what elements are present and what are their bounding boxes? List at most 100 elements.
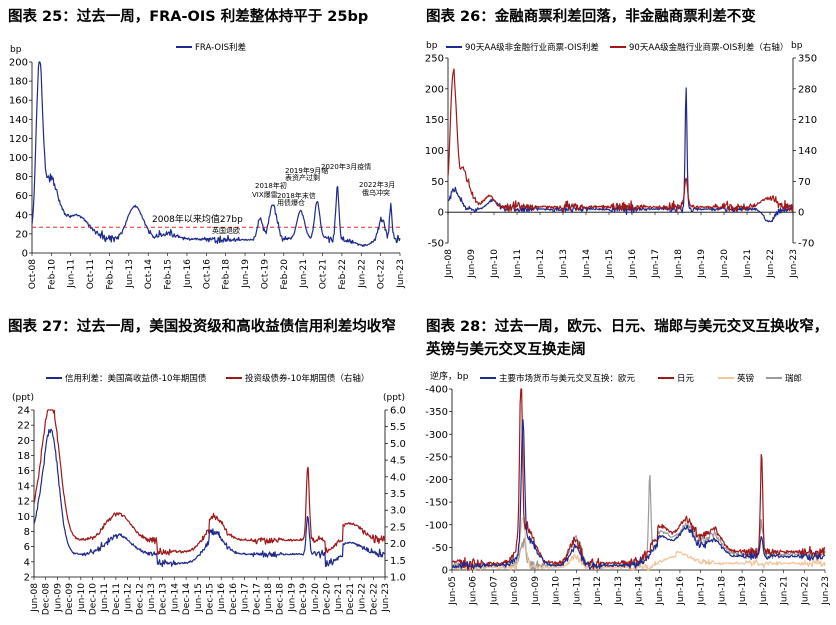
x-tick-label: Jun-10	[77, 583, 87, 613]
x-tick-label: Jun-16	[183, 259, 193, 289]
x-tick-label: Jun-21	[299, 259, 309, 289]
y-tick-label-right: 0	[798, 208, 804, 219]
series-line	[451, 388, 826, 572]
annotation-text: 2018年初	[255, 181, 287, 190]
x-tick-label: Jun-18	[264, 583, 274, 613]
y-tick-label-right: 1.0	[390, 573, 406, 584]
y-tick-label: 100	[9, 153, 28, 164]
x-tick-label: Dec-10	[89, 583, 99, 615]
y-tick-label: 80	[15, 172, 28, 183]
legend-label: 90天AA级金融行业商票-OIS利差（右轴）	[629, 42, 788, 53]
chart-panel-25: 图表 25：过去一周，FRA-OIS 利差整体持平于 25bp 0 20 40 60 8…	[0, 0, 418, 310]
annotation-text: 用债爆仓	[277, 198, 305, 207]
x-tick-label: Jun-11	[67, 259, 77, 289]
y-tick-label: 40	[15, 210, 28, 221]
y-tick-label-right: 3.0	[390, 506, 406, 517]
legend-label: 主要市场货币与美元交叉互换：欧元	[499, 373, 636, 384]
y-tick-label: 100	[425, 146, 444, 157]
y-tick-label-right: 5.5	[390, 422, 406, 433]
legend-label: 信用利差：美国高收益债-10年期国债	[65, 373, 207, 384]
x-tick-label: Jun-09	[531, 576, 541, 606]
chart-title: 图表 26：金融商票利差回落，非金融商票利差不变	[426, 9, 756, 25]
x-tick-label: Feb-20	[280, 259, 290, 290]
x-tick-label: Feb-15	[164, 259, 174, 290]
x-tick-label: Jun-13	[125, 259, 135, 289]
y-tick-label-right: 1.5	[390, 556, 406, 567]
series-line	[33, 409, 386, 556]
chart-27: 24681012141618202224(ppt)1.01.52.02.53.0…	[12, 373, 406, 615]
y-tick-label-right: 350	[798, 54, 817, 65]
y-tick-label: 200	[9, 58, 28, 69]
x-tick-label: Feb-12	[105, 259, 115, 290]
x-tick-label: Jun-11	[100, 583, 110, 613]
x-tick-label: Dec-12	[135, 583, 145, 615]
y-tick-label: 4	[24, 557, 30, 568]
y-tick-label: 0	[22, 249, 28, 260]
x-tick-label: Dec-22	[369, 583, 379, 615]
x-tick-label: Feb-22	[338, 259, 348, 290]
y-tick-label: -50	[432, 543, 448, 554]
x-tick-label: Jun-22	[357, 259, 367, 289]
y-tick-label: 8	[24, 527, 30, 538]
y-tick-label: 60	[15, 191, 28, 202]
y-tick-label: 150	[425, 115, 444, 126]
y-axis-unit-left: (ppt)	[12, 393, 34, 403]
y-tick-label: 50	[431, 177, 444, 188]
y-tick-label: 12	[17, 497, 30, 508]
y-tick-label: 140	[9, 115, 28, 126]
y-tick-label: 6	[24, 542, 30, 553]
x-tick-label: Jun-23	[381, 583, 391, 613]
y-tick-label: -400	[425, 385, 448, 396]
y-axis-unit-left: bp	[10, 45, 22, 55]
chart-panel-28: 图表 28：过去一周，欧元、日元、瑞郎与美元交叉互换收窄，英镑与美元交叉互换走阔…	[418, 312, 836, 625]
y-tick-label-right: 70	[798, 177, 811, 188]
x-tick-label: Dec-11	[112, 583, 122, 615]
x-tick-label: Jun-14	[635, 576, 645, 606]
annotation-text: 2018年末信	[277, 191, 316, 200]
x-tick-label: Dec-16	[229, 583, 239, 615]
annotation-text: 英国退欧	[212, 226, 240, 235]
chart-title: 图表 25：过去一周，FRA-OIS 利差整体持平于 25bp	[8, 9, 369, 25]
x-tick-label: Dec-13	[159, 583, 169, 615]
series-line	[447, 87, 794, 223]
x-tick-label: Jun-16	[628, 249, 638, 279]
x-tick-label: Jun-20	[759, 576, 769, 606]
y-tick-label: 120	[9, 134, 28, 145]
y-tick-label: -200	[425, 475, 448, 486]
x-tick-label: Jun-22	[800, 576, 810, 606]
y-tick-label-right: 2.0	[390, 539, 406, 550]
y-tick-label: 250	[425, 54, 444, 65]
x-tick-label: Jun-11	[572, 576, 582, 606]
x-tick-label: Jun-19	[241, 259, 251, 289]
x-tick-label: Jun-11	[513, 249, 523, 279]
x-tick-label: Dec-17	[252, 583, 262, 615]
annotation-text: 表资产过剩	[285, 173, 320, 182]
x-tick-label: Jun-10	[490, 249, 500, 279]
series-line	[33, 428, 386, 568]
x-tick-label: Feb-10	[47, 259, 57, 290]
series-line	[451, 474, 826, 572]
x-tick-label: Jun-19	[697, 249, 707, 279]
x-tick-label: Dec-21	[346, 583, 356, 615]
y-axis-unit-right: (ppt)	[383, 393, 405, 403]
x-tick-label: Jun-23	[821, 576, 831, 606]
x-tick-label: Dec-14	[182, 583, 192, 615]
chart-title: 图表 28：过去一周，欧元、日元、瑞郎与美元交叉互换收窄，英镑与美元交叉互换走阔	[426, 319, 829, 358]
y-tick-label-right: 3.5	[390, 489, 406, 500]
chart-panel-27: 图表 27：过去一周，美国投资级和高收益债信用利差均收窄 2 4 6 8 10 12 14 1…	[0, 312, 418, 625]
x-tick-label: Dec-18	[276, 583, 286, 615]
y-tick-label: 16	[17, 466, 30, 477]
legend-label: 英镑	[737, 373, 755, 384]
y-tick-label: 18	[17, 451, 30, 462]
x-tick-label: Jun-10	[552, 576, 562, 606]
x-tick-label: Dec-08	[42, 583, 52, 615]
x-tick-label: Jun-09	[467, 249, 477, 279]
annotation-text: 2020年3月疫情	[321, 162, 371, 171]
y-tick-label-right: 2.5	[390, 522, 406, 533]
x-tick-label: Jun-15	[605, 249, 615, 279]
x-tick-label: Jun-06	[469, 576, 479, 606]
legend-label: 日元	[677, 374, 695, 384]
reference-line-label: 2008年以来均值27bp	[152, 213, 243, 225]
x-tick-label: Oct-22	[377, 259, 387, 289]
y-axis-unit-left: bp	[426, 41, 438, 51]
